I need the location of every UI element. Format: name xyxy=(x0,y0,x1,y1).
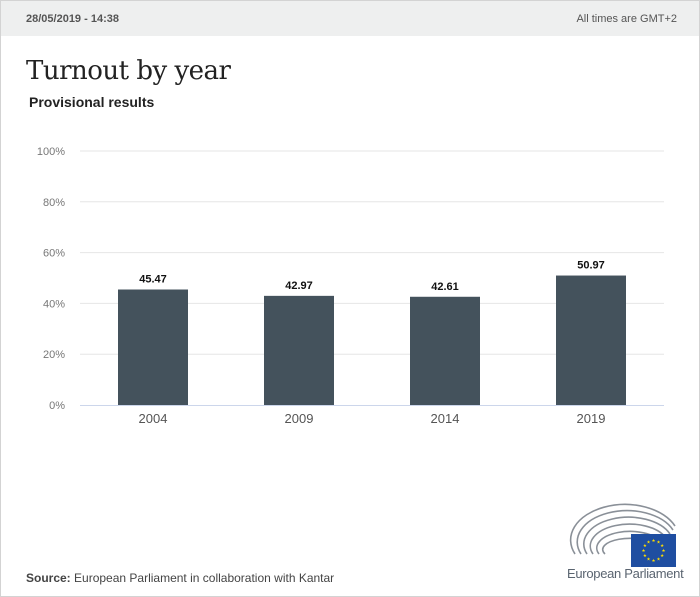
bar-2004 xyxy=(118,289,188,405)
star-icon: ★ xyxy=(660,543,665,548)
x-tick-label: 2004 xyxy=(139,411,168,426)
x-tick-label: 2019 xyxy=(577,411,606,426)
star-icon: ★ xyxy=(661,548,666,553)
y-tick-label: 100% xyxy=(37,146,65,158)
y-tick-label: 80% xyxy=(43,197,65,209)
star-icon: ★ xyxy=(651,558,656,563)
y-tick-label: 40% xyxy=(43,298,65,310)
star-icon: ★ xyxy=(643,553,648,558)
source-label: Source: xyxy=(26,571,71,585)
x-axis-ticks: 2004 2009 2014 2019 xyxy=(139,411,606,426)
timezone-note: All times are GMT+2 xyxy=(576,13,677,25)
data-label: 50.97 xyxy=(577,260,605,272)
star-icon: ★ xyxy=(643,543,648,548)
source-note: Source: European Parliament in collabora… xyxy=(26,571,334,585)
bar-2009 xyxy=(264,295,334,405)
star-icon: ★ xyxy=(660,553,665,558)
data-label: 42.97 xyxy=(285,280,313,292)
european-parliament-logo-icon: ★ ★★★★★★★★★★★ xyxy=(569,503,676,567)
star-icon: ★ xyxy=(641,548,646,553)
timestamp: 28/05/2019 - 14:38 xyxy=(26,13,119,25)
y-tick-label: 0% xyxy=(49,400,65,412)
y-axis-ticks: 0% 20% 40% 60% 80% 100% xyxy=(37,146,65,412)
star-icon: ★ xyxy=(656,539,661,544)
bar-2014 xyxy=(410,296,480,405)
chart-title: Turnout by year xyxy=(26,56,231,86)
top-bar: 28/05/2019 - 14:38 All times are GMT+2 xyxy=(1,1,699,36)
source-text: European Parliament in collaboration wit… xyxy=(74,571,335,585)
star-icon: ★ xyxy=(646,557,651,562)
x-tick-label: 2014 xyxy=(431,411,460,426)
eu-flag-icon xyxy=(631,534,676,567)
star-icon: ★ xyxy=(656,557,661,562)
star-icon: ★ xyxy=(646,539,651,544)
logo-text: European Parliament xyxy=(567,566,684,581)
data-labels: 45.47 42.97 42.61 50.97 xyxy=(139,260,605,293)
bar-2019 xyxy=(556,275,626,405)
x-tick-label: 2009 xyxy=(285,411,314,426)
y-tick-label: 60% xyxy=(43,248,65,260)
chart-subtitle: Provisional results xyxy=(29,94,155,110)
data-label: 42.61 xyxy=(431,281,459,293)
data-label: 45.47 xyxy=(139,274,167,286)
star-icon: ★ xyxy=(651,538,656,543)
y-tick-label: 20% xyxy=(43,349,65,361)
bars xyxy=(118,275,626,405)
eu-stars: ★ ★★★★★★★★★★★ xyxy=(641,538,666,563)
